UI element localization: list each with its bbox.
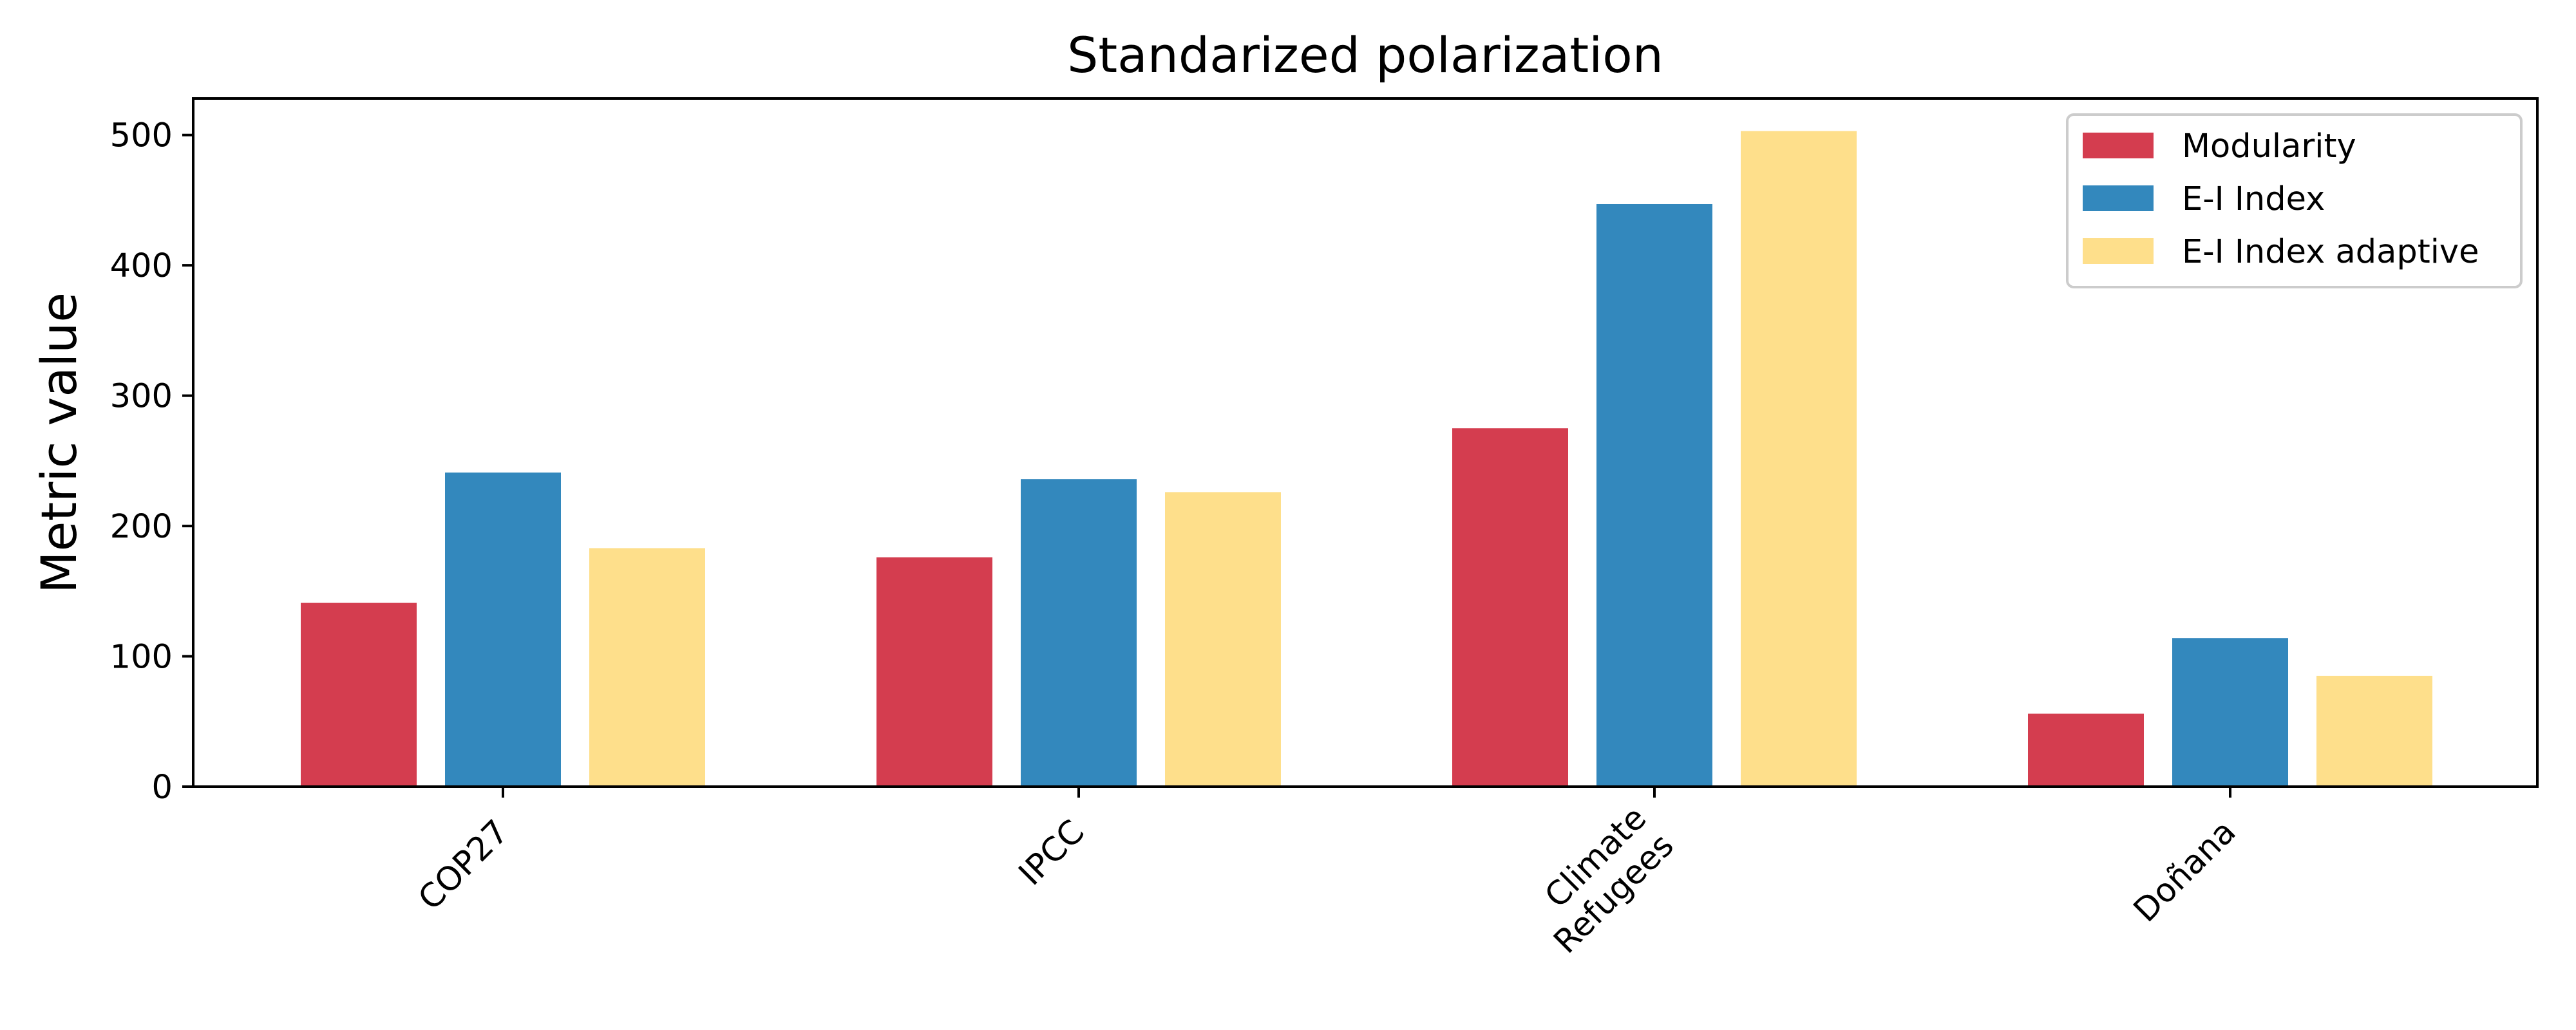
legend-swatch xyxy=(2083,133,2154,158)
bar-modularity-3 xyxy=(2028,713,2144,787)
y-tick-label: 100 xyxy=(110,639,173,677)
y-tick-label: 300 xyxy=(110,378,173,416)
bar-e-i-index-adaptive-3 xyxy=(2316,675,2432,787)
bar-e-i-index-adaptive-1 xyxy=(1165,492,1281,787)
legend: Modularity E-I Index E-I Index adaptive xyxy=(2066,113,2523,288)
legend-label: E-I Index adaptive xyxy=(2182,233,2479,271)
y-tick-label: 500 xyxy=(110,117,173,155)
legend-label: E-I Index xyxy=(2182,180,2325,218)
legend-swatch xyxy=(2083,238,2154,264)
x-tick-label: Doñana xyxy=(2126,813,2243,930)
y-axis-title: Metric value xyxy=(30,292,88,594)
y-tick-label: 400 xyxy=(110,247,173,285)
bar-e-i-index-2 xyxy=(1596,203,1712,787)
legend-box xyxy=(2066,113,2523,288)
x-tick-label: COP27 xyxy=(412,813,516,918)
plot-frame xyxy=(192,97,2539,788)
bar-e-i-index-adaptive-0 xyxy=(589,548,705,787)
legend-label: Modularity xyxy=(2182,127,2356,165)
bar-modularity-0 xyxy=(301,603,417,787)
bar-modularity-2 xyxy=(1452,428,1568,787)
x-tick-label: ClimateRefugees xyxy=(1519,800,1681,961)
x-axis: COP27 IPCC ClimateRefugees Doñana xyxy=(412,787,2244,961)
bar-e-i-index-3 xyxy=(2172,638,2288,787)
y-axis: 0 100 200 300 400 500 xyxy=(110,117,193,807)
bars-group xyxy=(301,131,2432,787)
y-tick-label: 200 xyxy=(110,508,173,546)
legend-swatch xyxy=(2083,185,2154,211)
bar-modularity-1 xyxy=(876,557,992,787)
bar-e-i-index-0 xyxy=(445,473,561,787)
chart-title: Standarized polarization xyxy=(1067,26,1663,84)
y-tick-label: 0 xyxy=(152,769,173,807)
x-tick-label: IPCC xyxy=(1012,813,1092,893)
bar-e-i-index-1 xyxy=(1021,479,1137,787)
bar-e-i-index-adaptive-2 xyxy=(1741,131,1857,787)
